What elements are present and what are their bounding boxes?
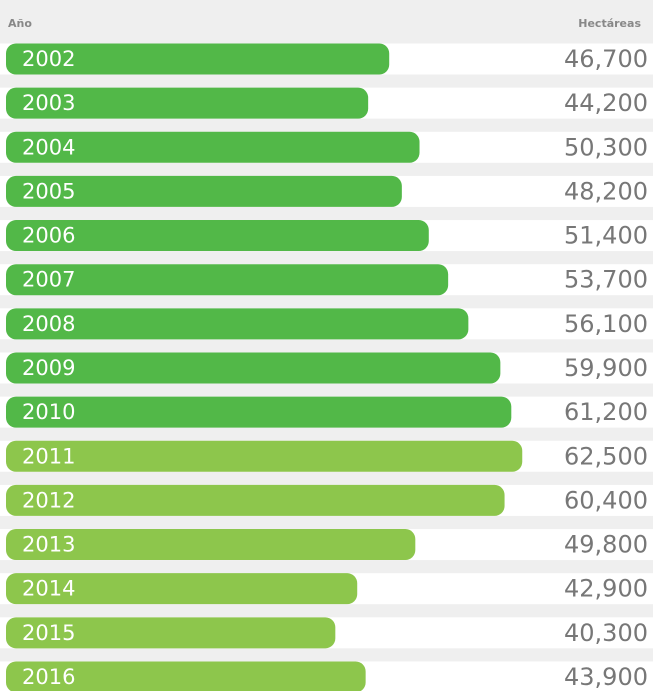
category-label: 2008: [22, 312, 75, 336]
bar: [6, 175, 402, 207]
category-label: 2015: [22, 621, 75, 645]
x-axis-label: Hectáreas: [578, 17, 641, 30]
value-label: 62,500: [564, 442, 648, 470]
category-label: 2009: [22, 356, 75, 380]
value-label: 56,100: [564, 310, 648, 338]
value-label: 59,900: [564, 354, 648, 382]
bar: [6, 440, 523, 472]
bar: [6, 308, 469, 340]
value-label: 53,700: [564, 266, 648, 294]
category-label: 2003: [22, 91, 75, 115]
value-label: 61,200: [564, 398, 648, 426]
value-label: 48,200: [564, 177, 648, 205]
y-axis-label: Año: [8, 17, 32, 30]
category-label: 2006: [22, 224, 75, 248]
value-label: 43,900: [564, 663, 648, 691]
bar: [6, 43, 390, 75]
bar: [6, 396, 512, 428]
bar: [6, 617, 336, 649]
bar: [6, 484, 505, 516]
value-label: 60,400: [564, 486, 648, 514]
category-label: 2014: [22, 577, 75, 601]
category-label: 2010: [22, 400, 75, 424]
category-label: 2012: [22, 488, 75, 512]
category-label: 2002: [22, 47, 75, 71]
category-label: 2016: [22, 665, 75, 689]
bar: [6, 661, 366, 691]
bar: [6, 529, 416, 561]
value-label: 50,300: [564, 133, 648, 161]
category-label: 2004: [22, 135, 75, 159]
category-label: 2013: [22, 533, 75, 557]
value-label: 42,900: [564, 575, 648, 603]
value-label: 46,700: [564, 45, 648, 73]
value-label: 44,200: [564, 89, 648, 117]
value-label: 49,800: [564, 531, 648, 559]
bar: [6, 220, 429, 252]
bar: [6, 264, 449, 296]
bar: [6, 131, 420, 163]
category-label: 2007: [22, 268, 75, 292]
category-label: 2005: [22, 179, 75, 203]
bar: [6, 573, 358, 605]
bar: [6, 352, 501, 384]
value-label: 51,400: [564, 222, 648, 250]
category-label: 2011: [22, 444, 75, 468]
bar: [6, 87, 369, 119]
value-label: 40,300: [564, 619, 648, 647]
